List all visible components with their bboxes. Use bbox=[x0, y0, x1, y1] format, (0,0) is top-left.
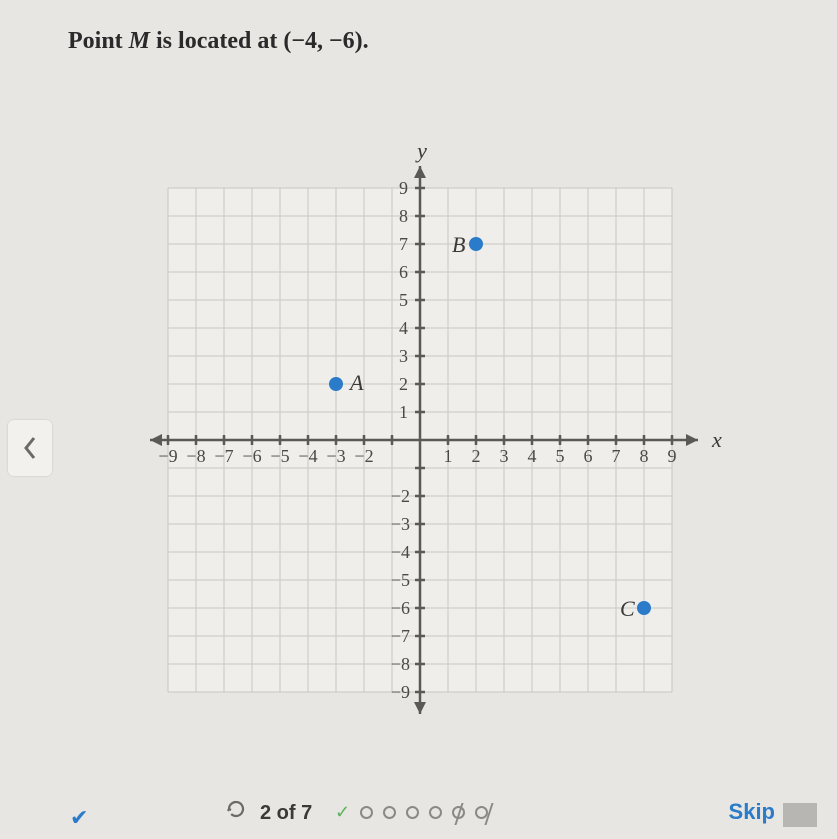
progress-dot bbox=[406, 806, 419, 819]
x-tick-label: −3 bbox=[326, 446, 345, 466]
chevron-left-icon bbox=[20, 434, 40, 462]
progress-dot bbox=[383, 806, 396, 819]
y-tick-label: 1 bbox=[399, 402, 408, 422]
x-tick-label: −9 bbox=[158, 446, 177, 466]
progress-dot-done: ✓ bbox=[335, 802, 350, 823]
y-axis-label: y bbox=[415, 140, 427, 163]
y-tick-label: −6 bbox=[391, 598, 410, 618]
point-label: B bbox=[452, 232, 465, 257]
x-tick-label: −5 bbox=[270, 446, 289, 466]
prompt-suffix: . bbox=[363, 28, 369, 54]
y-tick-label: 6 bbox=[399, 262, 408, 282]
y-tick-label: −8 bbox=[391, 654, 410, 674]
x-tick-label: −4 bbox=[298, 446, 317, 466]
progress-dot bbox=[360, 806, 373, 819]
plotted-point[interactable] bbox=[637, 601, 651, 615]
x-tick-label: −2 bbox=[354, 446, 373, 466]
y-tick-label: −9 bbox=[391, 682, 410, 702]
check-icon: ✔ bbox=[70, 805, 88, 831]
prompt-mid: is located at bbox=[150, 28, 283, 54]
prompt-coord: (−4, −6) bbox=[283, 28, 362, 54]
plotted-point[interactable] bbox=[329, 377, 343, 391]
refresh-icon bbox=[225, 798, 247, 820]
prompt-prefix: Point bbox=[68, 28, 129, 54]
y-tick-label: 8 bbox=[399, 206, 408, 226]
x-tick-label: 4 bbox=[528, 446, 537, 466]
x-tick-label: −7 bbox=[214, 446, 233, 466]
question-prompt: Point M is located at (−4, −6). bbox=[68, 28, 369, 55]
y-tick-label: −3 bbox=[391, 514, 410, 534]
x-tick-label: 3 bbox=[500, 446, 509, 466]
point-label: A bbox=[348, 370, 364, 395]
skip-button[interactable]: Skip bbox=[729, 799, 775, 825]
y-tick-label: 4 bbox=[399, 318, 408, 338]
x-tick-label: 8 bbox=[640, 446, 649, 466]
y-tick-label: 3 bbox=[399, 346, 408, 366]
refresh-button[interactable] bbox=[225, 798, 247, 825]
prompt-var: M bbox=[129, 28, 150, 54]
x-tick-label: −6 bbox=[242, 446, 261, 466]
y-tick-label: −4 bbox=[391, 542, 410, 562]
plotted-point[interactable] bbox=[469, 237, 483, 251]
y-tick-label: 7 bbox=[399, 234, 408, 254]
x-tick-label: 1 bbox=[444, 446, 453, 466]
y-tick-label: 9 bbox=[399, 178, 408, 198]
y-tick-label: −2 bbox=[391, 486, 410, 506]
x-tick-label: 7 bbox=[612, 446, 621, 466]
y-tick-label: 5 bbox=[399, 290, 408, 310]
footer-edge bbox=[783, 803, 817, 827]
point-label: C bbox=[620, 596, 635, 621]
progress-dot bbox=[429, 806, 442, 819]
footer-bar: ✔ 2 of 7 ✓ Skip bbox=[0, 793, 837, 833]
x-axis-label: x bbox=[711, 427, 722, 452]
x-tick-label: 2 bbox=[472, 446, 481, 466]
y-tick-label: −5 bbox=[391, 570, 410, 590]
y-tick-label: −7 bbox=[391, 626, 410, 646]
x-tick-label: −8 bbox=[186, 446, 205, 466]
y-tick-label: 2 bbox=[399, 374, 408, 394]
x-tick-label: 6 bbox=[584, 446, 593, 466]
prev-button[interactable] bbox=[8, 420, 52, 476]
x-tick-label: 9 bbox=[668, 446, 677, 466]
coordinate-plane[interactable]: −9−8−7−6−5−4−3−2123456789123456789−2−3−4… bbox=[110, 140, 730, 740]
progress-label: 2 of 7 bbox=[260, 802, 312, 825]
x-tick-label: 5 bbox=[556, 446, 565, 466]
